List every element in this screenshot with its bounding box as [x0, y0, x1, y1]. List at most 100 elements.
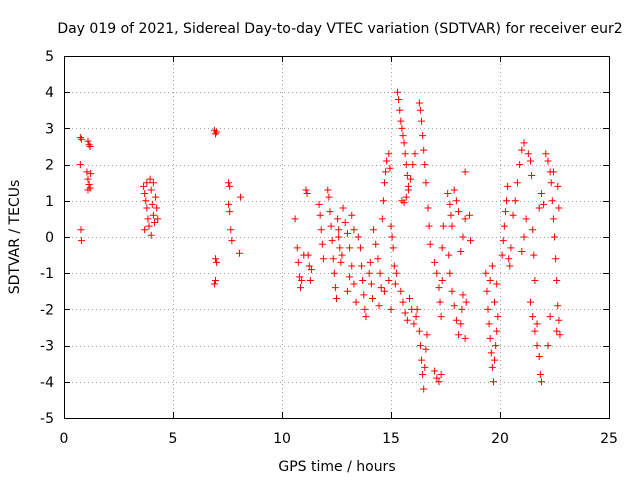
x-axis-label: GPS time / hours	[278, 459, 395, 475]
x-tick-label: 10	[273, 431, 291, 447]
data-point	[145, 222, 153, 230]
data-point	[305, 262, 313, 270]
data-point	[489, 378, 497, 386]
data-point	[419, 132, 427, 140]
data-point	[140, 182, 148, 190]
data-point	[461, 215, 469, 223]
y-axis-label: SDTVAR / TECUs	[7, 180, 23, 295]
data-point	[226, 182, 234, 190]
data-point	[366, 258, 374, 266]
data-point	[149, 179, 157, 187]
data-point	[350, 226, 358, 234]
data-point	[235, 249, 243, 257]
data-point	[87, 170, 95, 178]
data-point	[542, 150, 550, 158]
data-point	[383, 157, 391, 165]
data-point	[84, 186, 92, 194]
data-point	[415, 327, 423, 335]
data-point	[554, 302, 562, 310]
data-point	[325, 193, 333, 201]
data-point	[412, 313, 420, 321]
data-point	[380, 179, 388, 187]
data-point	[494, 313, 502, 321]
data-point	[401, 150, 409, 158]
data-point	[368, 295, 376, 303]
data-point	[141, 226, 149, 234]
data-point	[465, 211, 473, 219]
data-point	[493, 327, 501, 335]
x-tick-label: 20	[491, 431, 509, 447]
data-point	[485, 320, 493, 328]
data-point	[551, 233, 558, 241]
data-point	[338, 251, 346, 259]
data-point	[467, 237, 475, 245]
data-point	[422, 345, 430, 353]
data-point	[291, 215, 299, 223]
data-point	[225, 179, 233, 187]
data-point	[433, 269, 441, 277]
data-point	[549, 215, 557, 223]
data-point	[84, 137, 92, 145]
data-point	[388, 233, 396, 241]
data-point	[530, 251, 538, 259]
data-point	[148, 200, 156, 208]
data-point	[535, 204, 543, 212]
y-tick-label: 4	[45, 85, 54, 101]
data-point	[533, 320, 541, 328]
data-point	[365, 269, 373, 277]
data-point	[452, 197, 460, 205]
data-point	[385, 276, 393, 284]
data-point	[455, 208, 463, 216]
data-point	[491, 298, 499, 306]
data-point	[153, 204, 161, 212]
data-point	[85, 181, 93, 189]
data-point	[399, 298, 407, 306]
data-point	[335, 233, 343, 241]
data-point	[549, 168, 557, 176]
data-point	[150, 219, 158, 227]
data-point	[330, 269, 338, 277]
data-point	[401, 309, 409, 317]
data-point	[504, 182, 512, 190]
data-point	[411, 150, 419, 158]
data-point	[431, 258, 439, 266]
data-point	[335, 226, 343, 234]
data-point	[459, 291, 467, 299]
data-point	[555, 204, 563, 212]
data-point	[531, 276, 539, 284]
data-point	[548, 197, 556, 205]
data-point	[302, 186, 310, 194]
data-point	[446, 269, 454, 277]
data-point	[544, 157, 552, 165]
data-point	[459, 233, 467, 241]
data-point	[379, 197, 387, 205]
data-point	[511, 197, 519, 205]
data-point	[154, 215, 162, 223]
data-point	[458, 305, 466, 313]
data-point	[226, 208, 234, 216]
data-point	[415, 99, 423, 107]
data-point	[397, 287, 405, 295]
data-point	[435, 378, 443, 386]
data-point	[316, 211, 324, 219]
data-point	[317, 226, 325, 234]
data-point	[438, 276, 446, 284]
data-point	[486, 334, 494, 342]
data-point	[370, 226, 378, 234]
data-point	[462, 298, 470, 306]
data-point	[390, 262, 398, 270]
data-point	[403, 316, 411, 324]
data-point	[488, 262, 496, 270]
data-point	[400, 199, 408, 207]
data-point	[376, 269, 384, 277]
data-point	[328, 237, 336, 245]
data-point	[147, 231, 155, 239]
data-point	[424, 204, 432, 212]
data-point	[399, 132, 407, 140]
data-point	[520, 139, 528, 147]
data-point	[457, 247, 465, 255]
data-point	[343, 229, 351, 237]
data-point	[213, 128, 221, 136]
data-point	[297, 284, 305, 292]
data-point	[509, 211, 517, 219]
